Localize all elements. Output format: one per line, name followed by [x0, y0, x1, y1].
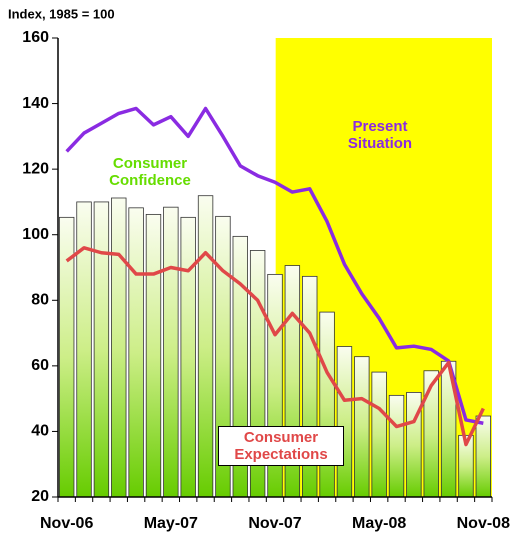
bar: [145, 213, 162, 498]
bar: [388, 394, 405, 498]
bar: [128, 207, 144, 498]
x-tick-label: May-08: [352, 515, 406, 532]
y-tick-label: 80: [31, 292, 49, 309]
y-tick-label: 140: [22, 95, 49, 112]
bar: [111, 197, 127, 498]
line: [65, 246, 485, 447]
x-tick-label: May-07: [144, 515, 198, 532]
bar: [475, 415, 492, 498]
bar: [371, 371, 387, 498]
bar: [336, 346, 353, 498]
x-tick-label: Nov-06: [40, 515, 93, 532]
bar: [180, 216, 196, 498]
series-label: Consumer Confidence: [109, 155, 191, 189]
x-tick-label: Nov-08: [457, 515, 510, 532]
bar: [423, 370, 439, 498]
series-label: Consumer Expectations: [218, 426, 344, 466]
x-tick-label: Nov-07: [248, 515, 301, 532]
bar: [354, 356, 370, 498]
bar: [163, 206, 179, 498]
line: [65, 106, 484, 425]
y-axis-label: Index, 1985 = 100: [8, 6, 115, 21]
series-label: Present Situation: [347, 118, 413, 152]
y-tick-label: 160: [22, 29, 49, 46]
y-tick-label: 100: [22, 226, 49, 243]
bar: [197, 195, 214, 498]
y-tick-label: 40: [31, 423, 49, 440]
bar: [93, 201, 110, 498]
y-tick-label: 60: [31, 357, 49, 374]
y-tick-label: 20: [31, 488, 49, 505]
bar: [319, 311, 335, 498]
y-tick-label: 120: [22, 160, 49, 177]
